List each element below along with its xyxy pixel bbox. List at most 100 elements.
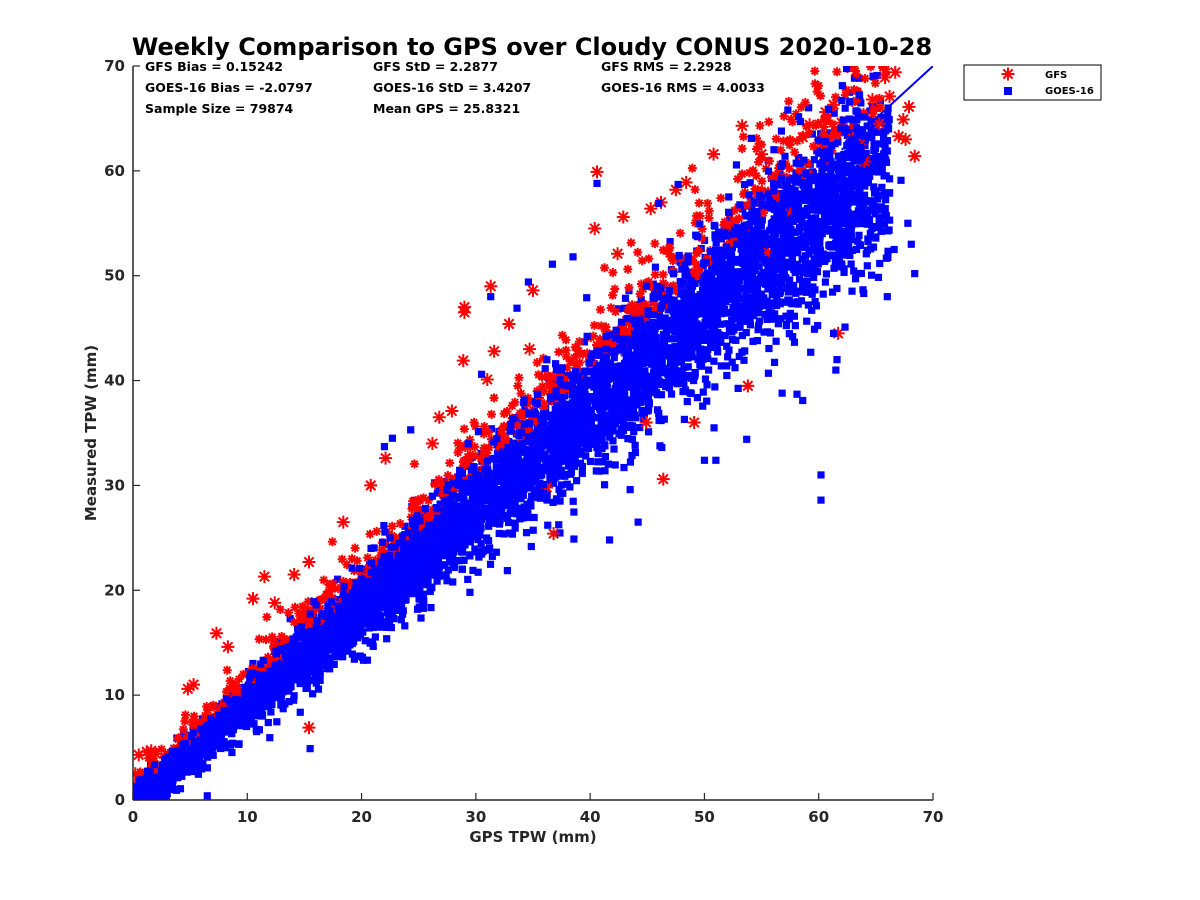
- goes-16-point: [367, 544, 375, 553]
- goes-16-point: [516, 515, 524, 523]
- goes-16-point: [882, 254, 890, 262]
- goes-16-point: [397, 573, 405, 582]
- gfs-point: [785, 140, 795, 150]
- goes-16-point: [760, 328, 768, 336]
- gfs-point: [460, 442, 470, 452]
- goes-16-point: [711, 383, 719, 391]
- gfs-point: [460, 459, 470, 469]
- goes-16-point: [844, 222, 852, 230]
- goes-16-point: [587, 418, 595, 426]
- goes-16-point: [470, 520, 478, 528]
- gfs-point: [497, 438, 507, 448]
- goes-16-point: [808, 168, 817, 176]
- gfs-point: [539, 386, 549, 396]
- gfs-point: [578, 349, 588, 359]
- gfs-point: [804, 128, 814, 138]
- goes-16-point: [638, 343, 646, 351]
- goes-16-point: [830, 109, 838, 117]
- goes-16-point: [791, 200, 799, 208]
- goes-16-point: [203, 764, 211, 772]
- goes-16-point: [658, 443, 666, 452]
- goes-16-point: [533, 424, 541, 432]
- goes-16-point: [839, 189, 847, 197]
- goes-16-point: [720, 290, 728, 298]
- gfs-point: [180, 716, 190, 726]
- gfs-point: [262, 662, 272, 672]
- goes-16-point: [672, 372, 681, 380]
- goes-16-point: [728, 275, 736, 283]
- goes-16-point: [765, 305, 773, 313]
- gfs-point: [819, 122, 829, 132]
- gfs-point: [822, 110, 832, 120]
- goes-16-point: [803, 277, 811, 286]
- gfs-point: [892, 129, 906, 143]
- goes-16-point: [377, 622, 385, 630]
- goes-16-point: [706, 312, 714, 320]
- goes-16-point: [632, 377, 640, 385]
- goes-16-point: [385, 618, 394, 626]
- goes-16-point: [704, 269, 712, 277]
- goes-16-point: [748, 203, 756, 211]
- goes-16-point: [500, 530, 508, 538]
- goes-16-point: [708, 293, 716, 301]
- goes-16-point: [488, 552, 496, 560]
- goes-16-point: [466, 551, 474, 559]
- goes-16-point: [731, 364, 739, 372]
- gfs-point: [364, 563, 374, 573]
- goes-16-point: [503, 567, 511, 575]
- gfs-point: [840, 90, 850, 100]
- gfs-point: [181, 682, 195, 696]
- goes-16-point: [857, 99, 865, 107]
- gfs-point: [573, 349, 583, 359]
- gfs-point: [246, 592, 260, 606]
- goes-16-point: [787, 299, 795, 307]
- gfs-point: [691, 259, 701, 269]
- gfs-point: [391, 533, 401, 543]
- goes-16-point: [794, 209, 803, 218]
- gfs-point: [720, 217, 730, 227]
- gfs-point: [502, 317, 516, 331]
- goes-16-point: [515, 504, 523, 512]
- goes-16-point: [830, 174, 839, 182]
- goes-16-point: [717, 362, 725, 370]
- gfs-point: [820, 114, 830, 124]
- goes-16-point: [417, 614, 425, 622]
- goes-16-point: [814, 260, 822, 268]
- goes-16-point: [811, 223, 820, 231]
- gfs-point: [623, 264, 633, 274]
- goes-16-point: [610, 363, 618, 371]
- goes-16-point: [286, 615, 294, 623]
- goes-16-point: [755, 317, 763, 325]
- goes-16-point: [541, 455, 549, 463]
- goes-16-point: [653, 361, 661, 369]
- goes-16-point: [508, 506, 516, 514]
- goes-16-point: [666, 238, 674, 246]
- gfs-point: [192, 723, 202, 733]
- gfs-point: [300, 622, 310, 632]
- goes-16-point: [708, 340, 716, 349]
- gfs-point: [427, 505, 437, 515]
- goes-16-point: [741, 236, 750, 244]
- goes-16-point: [589, 431, 598, 439]
- goes-16-point: [463, 525, 471, 533]
- goes-16-point: [771, 310, 779, 318]
- goes-16-point: [341, 639, 349, 647]
- gfs-point: [878, 66, 888, 71]
- gfs-point: [523, 426, 533, 436]
- gfs-point: [499, 431, 509, 441]
- goes-16-point: [755, 263, 763, 271]
- gfs-point: [443, 471, 453, 481]
- goes-16-point: [856, 241, 865, 249]
- gfs-point: [261, 635, 271, 645]
- goes-16-point: [624, 340, 632, 349]
- goes-16-point: [304, 672, 312, 680]
- gfs-point: [860, 74, 870, 84]
- gfs-point: [752, 144, 762, 154]
- gfs-point: [221, 640, 235, 654]
- gfs-point: [841, 85, 851, 95]
- goes-16-point: [870, 183, 878, 191]
- goes-16-point: [822, 195, 830, 204]
- gfs-point: [694, 198, 704, 208]
- goes-16-point: [785, 315, 794, 323]
- gfs-point: [888, 66, 902, 79]
